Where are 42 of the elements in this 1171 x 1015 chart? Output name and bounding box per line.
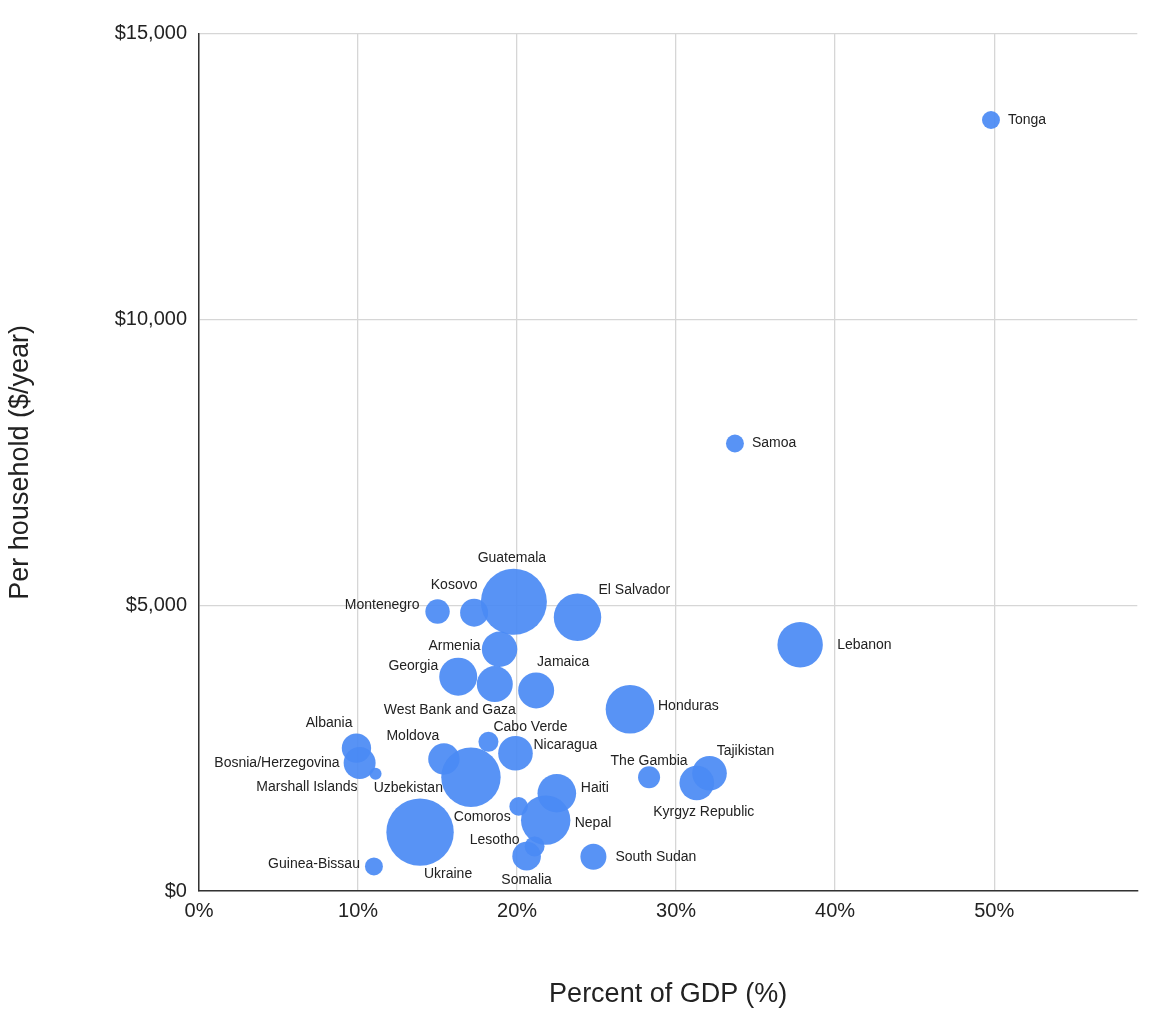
annotation: Ukraine — [423, 864, 473, 881]
y-tick-label: $10,000 — [114, 306, 187, 329]
annotation: Kyrgyz Republic — [653, 802, 755, 819]
y-axis-title: Per household ($/year) — [3, 325, 34, 600]
annotation: Samoa — [751, 434, 797, 451]
y-tick-label: $15,000 — [114, 21, 187, 44]
annotation: The Gambia — [610, 752, 688, 769]
annotation: Montenegro — [344, 596, 420, 613]
annotation: Kosovo — [430, 575, 478, 592]
annotation: Armenia — [428, 637, 481, 654]
x-tick-label: 20% — [497, 898, 538, 921]
y-tick-label: $0 — [164, 878, 187, 901]
annotation: Moldova — [386, 726, 440, 743]
annotation: Lesotho — [469, 831, 520, 848]
annotation: Jamaica — [537, 653, 590, 670]
annotation: Bosnia/Herzegovina — [214, 753, 340, 770]
annotation: Albania — [305, 713, 353, 730]
y-tick-label: $5,000 — [125, 592, 187, 615]
annotation: West Bank and Gaza — [383, 700, 517, 717]
annotation: Guinea-Bissau — [268, 855, 360, 872]
x-tick-label: 10% — [338, 898, 379, 921]
annotation: Lebanon — [837, 635, 892, 652]
annotation: Haiti — [580, 779, 609, 796]
x-tick-label: 50% — [974, 898, 1015, 921]
annotation: Nepal — [574, 813, 612, 830]
annotation: South Sudan — [615, 847, 697, 864]
annotation: Tonga — [1007, 110, 1047, 127]
annotation: Cabo Verde — [493, 717, 568, 734]
x-axis-title: Percent of GDP (%) — [549, 978, 788, 1009]
annotation: El Salvador — [598, 581, 671, 598]
x-tick-label: 30% — [656, 898, 697, 921]
annotation: Nicaragua — [533, 736, 598, 753]
annotation: Comoros — [453, 808, 511, 825]
annotation: Tajikistan — [716, 742, 775, 759]
annotation: Marshall Islands — [256, 777, 358, 794]
annotation: Georgia — [388, 656, 439, 673]
x-tick-label: 40% — [815, 898, 856, 921]
annotation: Uzbekistan — [373, 779, 443, 796]
annotation: Honduras — [657, 697, 719, 714]
annotation: Guatemala — [477, 548, 547, 565]
x-tick-label: 0% — [184, 898, 214, 921]
annotation: Somalia — [501, 871, 553, 887]
